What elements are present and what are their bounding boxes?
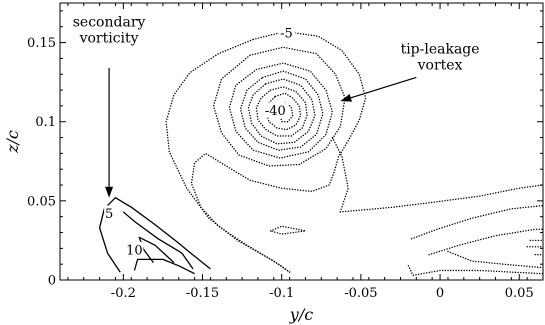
contour-level-labels: -5 -40 5 10 [104, 25, 296, 258]
contour-line-level-5 [122, 211, 194, 270]
contour-level-label: -5 [280, 27, 293, 42]
tick-marks-and-labels: -0.2 -0.15 -0.1 -0.05 0 0.05 0 0.05 0.1 0.15 [27, 3, 543, 301]
contour-line-level-neg5 [331, 136, 349, 213]
x-tick-label: 0 [436, 286, 444, 301]
y-axis-label: z/c [3, 130, 22, 154]
contour-label-bg [125, 241, 144, 257]
annotation-text: tip-leakage [401, 42, 480, 58]
contour-level-label: 5 [105, 207, 113, 222]
contour-line-level-neg5 [165, 38, 291, 273]
contour-level-label: 10 [126, 243, 143, 258]
y-tick-label: 0.15 [27, 36, 56, 51]
y-tick-label: 0 [48, 274, 56, 289]
plot-axes [59, 2, 544, 281]
contour-line-level-neg10 [410, 204, 544, 240]
contour-label-bg [277, 25, 296, 41]
annotation-arrow-head [105, 186, 114, 198]
contour-line-level-neg5 [190, 30, 367, 273]
annotation-text: vorticity [79, 31, 139, 47]
annotation-arrow-head [340, 94, 352, 102]
contour-line-level-neg20 [447, 250, 544, 268]
y-tick-label: 0.05 [27, 194, 56, 209]
x-tick-label: -0.05 [344, 286, 377, 301]
contour-line-level-neg5 [407, 265, 544, 277]
contour-line-level-neg5 [339, 184, 544, 213]
x-tick-label: -0.1 [269, 286, 294, 301]
annotation-text: secondary [73, 15, 146, 31]
contour-label-bg [262, 102, 289, 118]
contour-line-level-neg15 [228, 62, 334, 159]
contour-lines [98, 30, 544, 277]
contour-line-level-10 [138, 236, 175, 264]
y-tick-label: 0.1 [35, 115, 56, 130]
contour-line-level-neg25 [247, 78, 316, 145]
contour-label-bg [104, 205, 115, 221]
x-axis-label: y/c [289, 305, 313, 324]
contour-line-level-neg5 [268, 225, 306, 235]
annotation-text: vortex [417, 58, 463, 74]
x-tick-label: -0.15 [186, 286, 219, 301]
x-tick-label: -0.2 [111, 286, 136, 301]
contour-line-level-neg30 [255, 86, 308, 137]
annotation-arrow-shaft [350, 76, 417, 99]
contour-line-level-neg10 [212, 46, 346, 167]
contour-line-level-neg20 [239, 70, 324, 151]
contour-line-level-10 [133, 258, 195, 275]
contour-line-level-5 [98, 197, 211, 273]
plot-frame [59, 2, 544, 281]
contour-line-level-neg15 [428, 228, 544, 256]
contour-level-label: -40 [265, 104, 286, 119]
x-tick-label: 0.05 [505, 286, 534, 301]
